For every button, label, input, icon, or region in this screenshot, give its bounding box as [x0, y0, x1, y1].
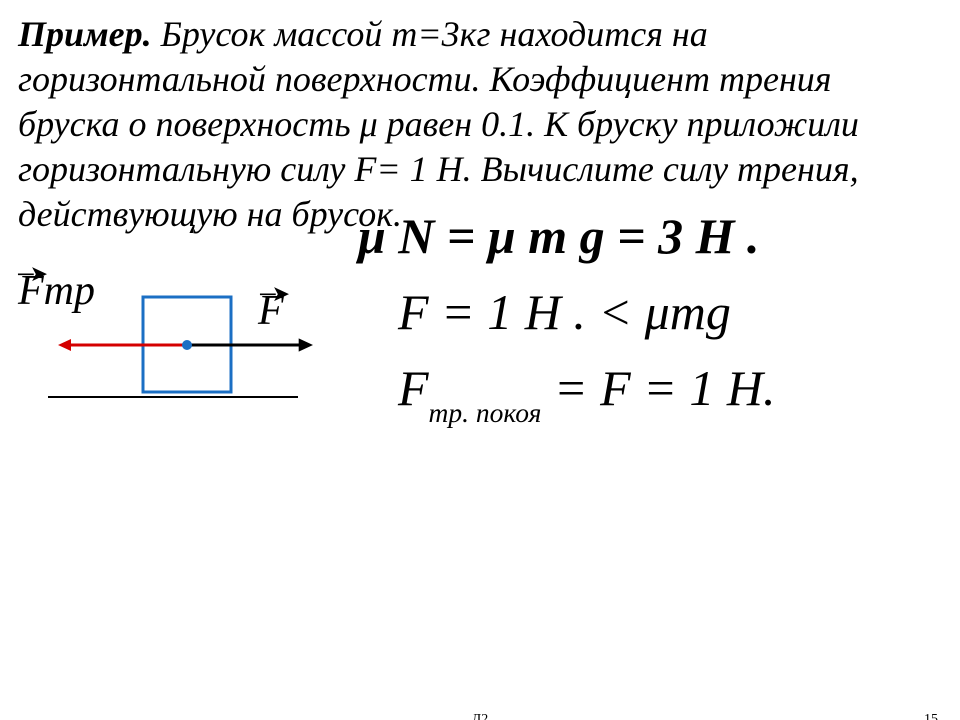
example-lead: Пример.	[18, 14, 152, 54]
eq3-sub: тр. покоя	[429, 397, 542, 428]
page: Пример. Брусок массой m=3кг находится на…	[0, 0, 960, 720]
equation-max-friction: μ N = μ m g = 3 H .	[358, 207, 960, 265]
equation-compare: F = 1 H . < μmg	[358, 283, 960, 341]
footer-center: Л2	[472, 712, 489, 720]
friction-force-label: ─➤Fтр	[18, 267, 95, 315]
eq3-F: F	[398, 360, 429, 416]
vector-arrow-icon: ─➤	[260, 281, 286, 307]
force-diagram: ─➤Fтр ─➤F	[18, 267, 328, 427]
footer-page-number: 15	[924, 712, 938, 720]
lower-region: ─➤Fтр ─➤F μ N = μ m g = 3 H . F = 1 H . …	[18, 237, 942, 617]
equation-result: Fтр. покоя = F = 1 H.	[358, 359, 960, 423]
equations-block: μ N = μ m g = 3 H . F = 1 H . < μmg Fтр.…	[358, 207, 960, 423]
problem-statement: Пример. Брусок массой m=3кг находится на…	[18, 12, 942, 237]
eq3-rest: = F = 1 H.	[541, 360, 775, 416]
label-tr: тр	[44, 268, 95, 314]
vector-arrow-icon: ─➤	[18, 261, 44, 287]
applied-force-label: ─➤F	[258, 287, 284, 335]
